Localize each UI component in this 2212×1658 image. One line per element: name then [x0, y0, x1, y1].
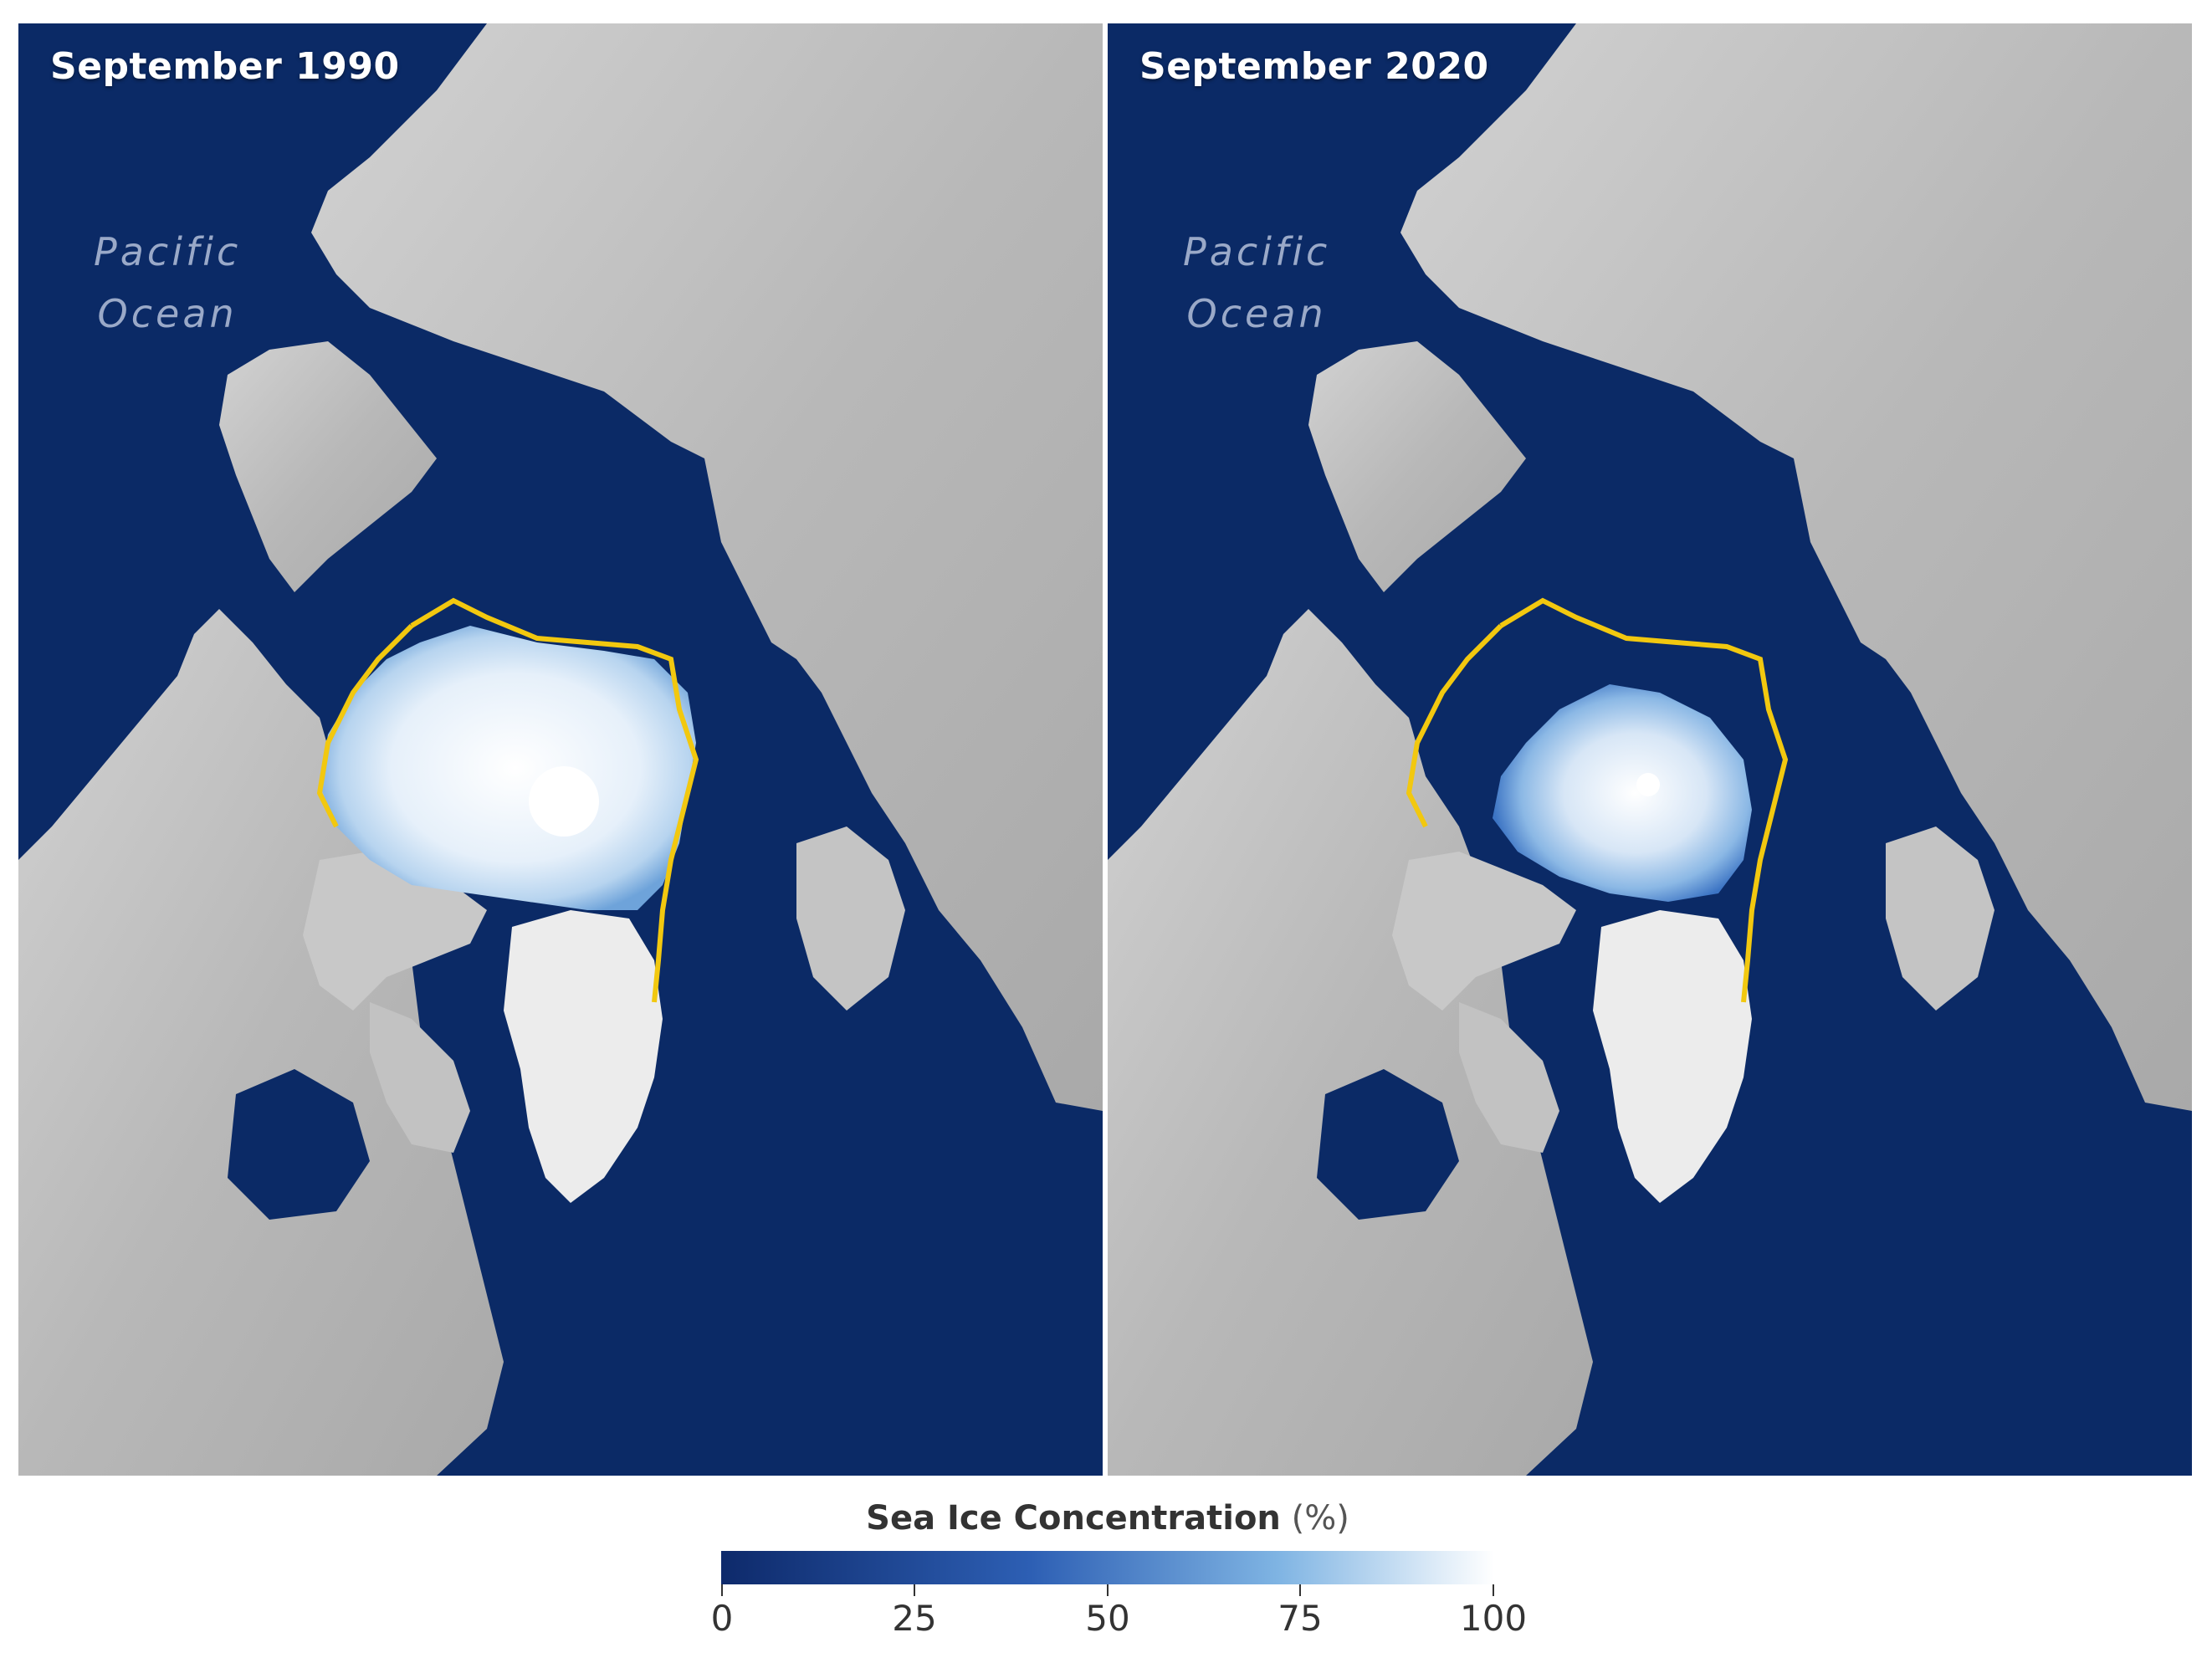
scandinavia-landmass	[1886, 826, 1994, 1011]
hudson-bay	[228, 1069, 370, 1220]
ocean-label-line: Ocean	[1186, 291, 1327, 336]
ocean-label-pacific: Pacific Ocean	[1183, 221, 1330, 345]
arctic-map-1990	[18, 23, 1103, 1476]
eurasia-landmass	[1400, 23, 2192, 1111]
legend-tick-label: 75	[1278, 1598, 1323, 1639]
ocean-label-line: Pacific	[94, 229, 242, 274]
scandinavia-landmass	[796, 826, 905, 1011]
greenland-landmass	[504, 910, 663, 1203]
canadian-archipelago	[303, 852, 487, 1011]
median-ice-edge-line	[316, 623, 414, 828]
legend-tick-label: 25	[892, 1598, 937, 1639]
baffin-island	[1459, 1002, 1559, 1153]
color-scale-legend: Sea Ice Concentration (%) 0 25 50 75 100	[711, 1499, 1527, 1650]
panel-title: September 2020	[1139, 45, 1489, 88]
alaska-landmass	[219, 341, 437, 592]
legend-tick	[914, 1584, 915, 1596]
median-ice-edge-line	[410, 597, 699, 1003]
sea-ice-2020	[1493, 684, 1752, 902]
pole-hole-small	[1636, 773, 1660, 796]
legend-tick-label: 100	[1459, 1598, 1528, 1639]
legend-color-bar	[721, 1551, 1494, 1584]
eurasia-landmass	[311, 23, 1103, 1111]
north-america-landmass	[1108, 609, 1593, 1476]
map-panel-1990: September 1990 Pacific Ocean	[18, 23, 1103, 1476]
panel-title: September 1990	[50, 45, 400, 88]
alaska-landmass	[1308, 341, 1526, 592]
hudson-bay	[1317, 1069, 1459, 1220]
ocean-label-line: Ocean	[97, 291, 238, 336]
ocean-label-line: Pacific	[1183, 229, 1331, 274]
ocean-label-pacific: Pacific Ocean	[94, 221, 241, 345]
legend-tick-label: 0	[710, 1598, 734, 1639]
north-america-landmass	[18, 609, 504, 1476]
greenland-landmass	[1593, 910, 1752, 1203]
map-panel-2020: September 2020 Pacific Ocean	[1108, 23, 2192, 1476]
legend-tick	[721, 1584, 723, 1596]
baffin-island	[370, 1002, 470, 1153]
arctic-map-2020	[1108, 23, 2192, 1476]
median-ice-edge-line	[1499, 597, 1789, 1003]
pole-hole-large	[529, 766, 599, 837]
legend-title: Sea Ice Concentration (%)	[721, 1499, 1494, 1538]
legend-tick-marks	[721, 1584, 1494, 1599]
legend-tick	[1299, 1584, 1301, 1596]
sea-ice-1990	[320, 626, 696, 910]
canadian-archipelago	[1392, 852, 1576, 1011]
legend-unit: (%)	[1291, 1499, 1349, 1538]
legend-tick	[1493, 1584, 1494, 1596]
legend-tick	[1107, 1584, 1109, 1596]
legend-tick-label: 50	[1085, 1598, 1130, 1639]
legend-title-text: Sea Ice Concentration	[866, 1499, 1281, 1538]
median-ice-edge-line	[1406, 623, 1503, 828]
